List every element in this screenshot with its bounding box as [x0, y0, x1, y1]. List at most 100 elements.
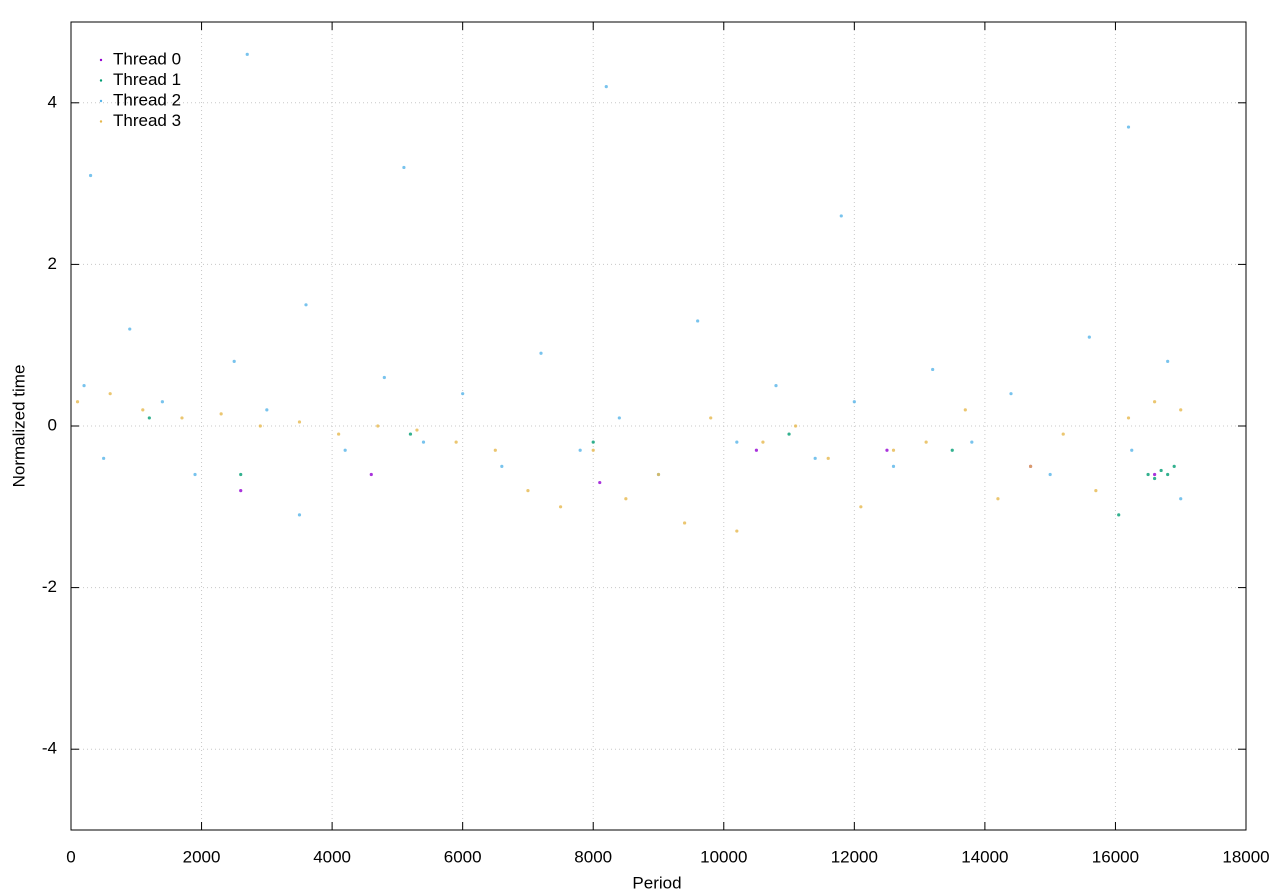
legend-marker: [99, 58, 103, 62]
data-point: [539, 351, 543, 355]
data-point: [180, 416, 184, 420]
data-point: [754, 448, 759, 452]
legend-marker: [99, 79, 103, 82]
data-point: [735, 440, 739, 444]
data-point: [1061, 432, 1065, 436]
data-point: [970, 440, 974, 444]
data-point: [656, 472, 661, 477]
data-point: [297, 420, 302, 424]
y-tick-label: 2: [48, 254, 57, 273]
data-point: [1117, 513, 1121, 517]
data-point: [996, 497, 1000, 501]
y-tick-label: -4: [42, 739, 57, 758]
data-point: [931, 367, 935, 372]
data-point: [591, 448, 595, 452]
data-point: [774, 384, 778, 388]
data-point: [258, 424, 262, 428]
data-point: [578, 448, 582, 452]
data-point: [461, 392, 465, 396]
x-tick-label: 16000: [1092, 847, 1139, 866]
data-point: [1166, 359, 1170, 363]
data-point: [376, 424, 380, 428]
data-point: [128, 327, 132, 331]
data-point: [696, 319, 700, 323]
data-point: [239, 489, 243, 493]
data-point: [382, 375, 386, 380]
data-point: [1166, 472, 1170, 477]
data-point: [852, 400, 856, 404]
data-point: [454, 440, 458, 444]
data-point: [761, 440, 765, 444]
data-point: [421, 440, 426, 444]
x-tick-label: 10000: [700, 847, 747, 866]
x-tick-label: 18000: [1222, 847, 1269, 866]
data-point: [813, 456, 817, 460]
legend-label: Thread 2: [113, 90, 181, 109]
data-point: [493, 448, 497, 452]
data-point: [591, 440, 595, 444]
y-tick-label: 0: [48, 415, 57, 434]
data-point: [826, 456, 830, 460]
data-point: [839, 214, 843, 218]
x-tick-label: 8000: [574, 847, 612, 866]
data-point: [108, 392, 112, 396]
data-point: [950, 448, 954, 452]
data-point: [598, 480, 602, 485]
data-point: [337, 432, 341, 436]
data-point: [963, 408, 967, 412]
data-point: [1028, 464, 1033, 468]
data-point: [265, 408, 269, 412]
data-point: [624, 497, 628, 501]
data-point: [1146, 472, 1150, 477]
data-point: [1094, 489, 1098, 493]
data-point: [500, 464, 504, 468]
data-point: [1130, 448, 1134, 452]
legend-marker: [99, 99, 103, 103]
data-point: [75, 400, 80, 404]
data-point: [219, 412, 223, 416]
x-tick-label: 12000: [831, 847, 878, 866]
data-point: [526, 489, 530, 493]
data-point: [239, 472, 243, 477]
plot-frame: [70, 21, 1247, 831]
data-point: [683, 521, 687, 525]
x-tick-label: 6000: [444, 847, 482, 866]
data-point: [343, 448, 347, 452]
data-point: [160, 400, 164, 404]
data-point: [885, 448, 889, 452]
y-tick-label: -2: [42, 577, 57, 596]
data-point: [415, 428, 419, 432]
data-point: [604, 85, 608, 89]
data-point: [1179, 497, 1183, 501]
data-point: [82, 384, 86, 388]
data-point: [141, 408, 145, 412]
data-point: [891, 448, 896, 452]
y-axis-label: Normalized time: [9, 365, 28, 488]
data-point: [735, 529, 739, 533]
data-point: [408, 432, 413, 436]
legend-label: Thread 1: [113, 70, 181, 89]
x-tick-label: 2000: [183, 847, 221, 866]
data-point: [924, 440, 928, 444]
legend-marker: [99, 120, 103, 123]
data-point: [402, 165, 406, 170]
legend-label: Thread 3: [113, 111, 181, 130]
data-point: [232, 359, 236, 363]
data-point: [1153, 400, 1157, 404]
data-point: [558, 505, 563, 509]
data-point: [709, 416, 713, 420]
data-point: [1153, 472, 1157, 477]
data-point: [1126, 125, 1131, 129]
data-point: [1153, 476, 1157, 481]
data-point: [793, 424, 798, 428]
data-point: [88, 173, 93, 178]
data-point: [1159, 468, 1163, 473]
data-point: [297, 513, 302, 517]
data-point: [859, 505, 863, 509]
data-point: [1172, 464, 1176, 468]
data-point: [193, 472, 197, 477]
data-point: [1048, 472, 1052, 477]
data-point: [617, 416, 621, 420]
x-axis-label: Period: [632, 873, 681, 892]
